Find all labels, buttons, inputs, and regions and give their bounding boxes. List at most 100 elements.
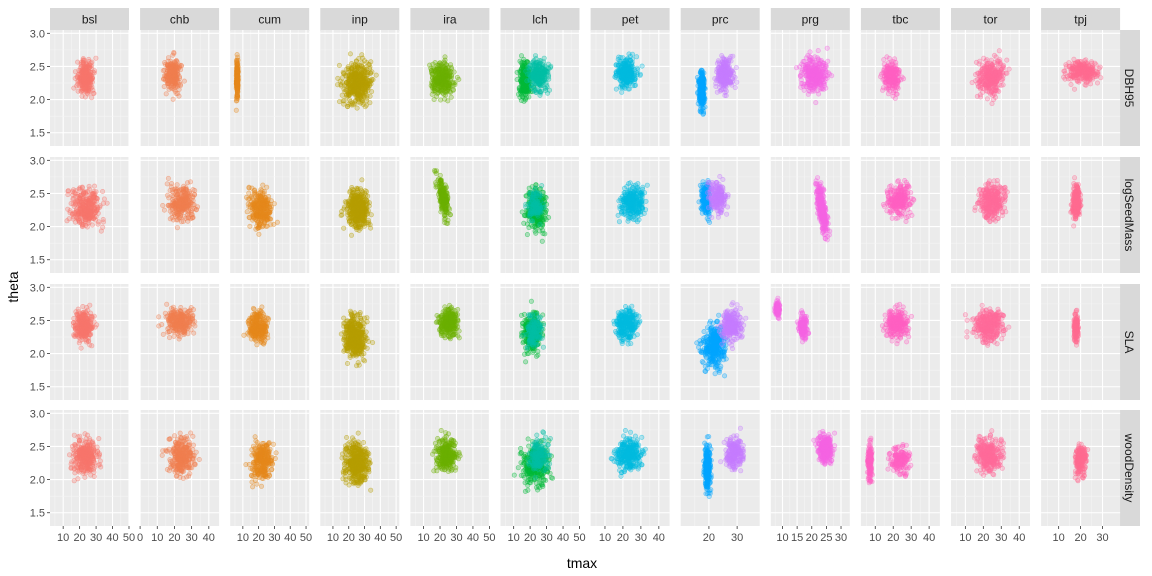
data-point — [92, 183, 98, 189]
data-point — [522, 92, 528, 98]
data-point — [335, 75, 341, 81]
data-point — [816, 79, 822, 85]
row-strip-label: SLA — [1122, 331, 1136, 354]
data-point — [86, 62, 92, 68]
data-point — [892, 95, 898, 101]
data-point — [71, 85, 77, 91]
data-point — [895, 85, 901, 91]
panel-ira-SLA — [410, 284, 490, 400]
data-point — [65, 192, 71, 198]
data-point — [91, 188, 97, 194]
data-point — [994, 58, 1000, 64]
data-point — [160, 203, 166, 209]
panel-prg-SLA — [770, 284, 850, 400]
data-point — [434, 91, 440, 97]
data-point — [355, 96, 361, 102]
data-point — [1068, 82, 1074, 88]
panel-bg — [140, 284, 220, 400]
data-point — [84, 90, 90, 96]
data-point — [719, 65, 725, 71]
data-point — [70, 197, 76, 203]
data-point — [825, 58, 831, 64]
data-point — [1000, 63, 1006, 69]
data-point — [522, 60, 528, 66]
data-point — [1066, 73, 1072, 79]
panel-prg-woodDensity — [770, 410, 850, 526]
facet-strip-bg — [230, 8, 310, 31]
data-point — [989, 62, 995, 68]
data-point — [995, 67, 1001, 73]
data-point — [442, 87, 448, 93]
data-point — [1087, 74, 1093, 80]
data-point — [436, 62, 442, 68]
data-point — [532, 53, 538, 59]
data-point — [824, 45, 830, 51]
data-point — [91, 194, 97, 200]
data-point — [719, 77, 725, 83]
data-point — [345, 104, 351, 110]
data-point — [1066, 60, 1072, 66]
data-point — [160, 68, 166, 74]
data-point — [632, 82, 638, 88]
data-point — [816, 91, 822, 97]
data-point — [80, 201, 86, 207]
row-strip-bg — [1118, 30, 1140, 146]
data-point — [976, 61, 982, 67]
data-point — [354, 105, 360, 111]
data-point — [824, 75, 830, 81]
facet-strip-bg — [140, 8, 220, 31]
data-point — [70, 216, 76, 222]
data-point — [75, 59, 81, 65]
data-point — [442, 96, 448, 102]
row-strip-bg — [1118, 157, 1140, 273]
facet-strip-label: inp — [352, 13, 368, 27]
data-point — [356, 65, 362, 71]
data-point — [1080, 61, 1086, 67]
data-point — [1088, 65, 1094, 71]
data-point — [181, 78, 187, 84]
data-point — [431, 97, 437, 103]
data-point — [90, 216, 96, 222]
data-point — [98, 228, 104, 234]
data-point — [806, 66, 812, 72]
data-point — [714, 89, 720, 95]
data-point — [165, 62, 171, 68]
data-point — [630, 73, 636, 79]
data-point — [172, 62, 178, 68]
facet-strip-label: cum — [258, 13, 281, 27]
data-point — [536, 80, 542, 86]
data-point — [1004, 57, 1010, 63]
data-point — [806, 87, 812, 93]
facet-strip-ira: ira — [410, 8, 490, 31]
data-point — [349, 61, 355, 67]
data-point — [619, 89, 625, 95]
data-point — [348, 80, 354, 86]
data-point — [534, 67, 540, 73]
row-strip-logSeedMass: logSeedMass — [1118, 157, 1140, 273]
data-point — [613, 70, 619, 76]
data-point — [986, 73, 992, 79]
data-point — [366, 62, 372, 68]
facet-strip-label: tbc — [892, 13, 908, 27]
data-point — [818, 71, 824, 77]
data-point — [79, 223, 85, 229]
data-point — [171, 49, 177, 55]
data-point — [803, 73, 809, 79]
data-point — [444, 62, 450, 68]
data-point — [234, 68, 240, 74]
data-point — [336, 62, 342, 68]
facet-strip-bsl: bsl — [50, 8, 129, 31]
data-point — [700, 111, 706, 117]
row-strip-DBH95: DBH95 — [1118, 30, 1140, 146]
data-point — [527, 78, 533, 84]
data-point — [79, 93, 85, 99]
data-point — [817, 86, 823, 92]
data-point — [442, 57, 448, 63]
data-point — [177, 82, 183, 88]
data-point — [86, 78, 92, 84]
data-point — [93, 55, 99, 61]
panel-bg — [410, 284, 490, 400]
facet-strip-prc: prc — [680, 8, 760, 31]
facet-strip-bg — [500, 8, 580, 31]
